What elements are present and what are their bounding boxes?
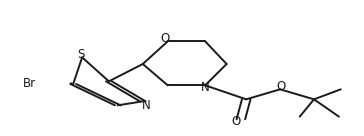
Text: Br: Br (23, 77, 36, 90)
Text: O: O (161, 32, 170, 45)
Text: O: O (231, 115, 240, 129)
Text: N: N (201, 81, 210, 95)
Text: S: S (77, 48, 84, 61)
Text: O: O (277, 80, 286, 93)
Text: N: N (142, 100, 151, 112)
